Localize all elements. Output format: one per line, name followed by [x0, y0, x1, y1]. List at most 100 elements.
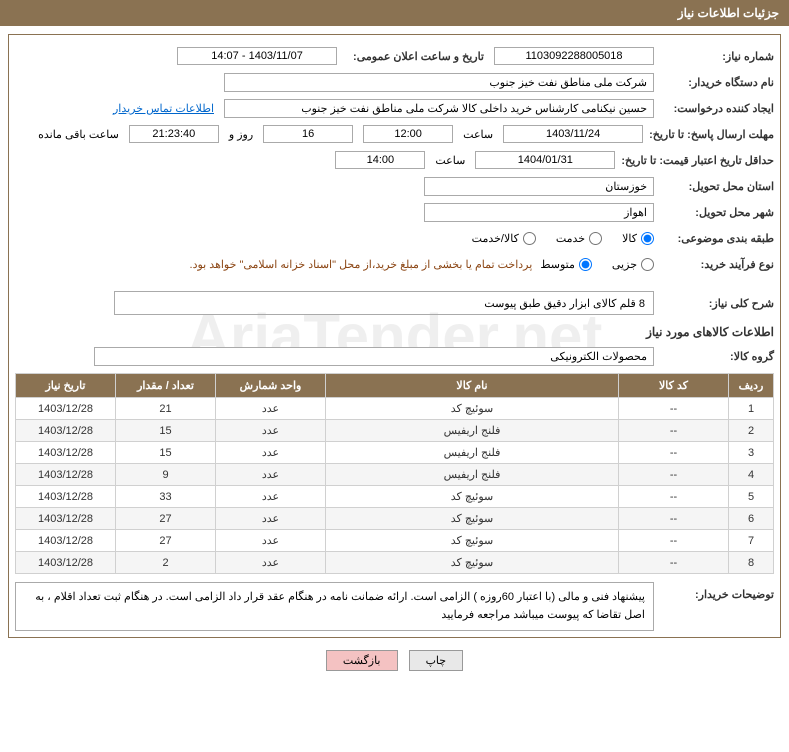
announce-label: تاریخ و ساعت اعلان عمومی:: [347, 50, 484, 63]
category-label: طبقه بندی موضوعی:: [654, 232, 774, 245]
radio-service-wrap[interactable]: خدمت: [556, 232, 602, 245]
time-word-1: ساعت: [463, 128, 493, 141]
group-value: محصولات الکترونیکی: [94, 347, 654, 366]
cell-unit: عدد: [216, 442, 326, 464]
cell-name: سوئیچ کد: [326, 398, 619, 420]
radio-both-label: کالا/خدمت: [472, 232, 519, 245]
table-row: 3--فلنج اریفیسعدد151403/12/28: [16, 442, 774, 464]
th-qty: تعداد / مقدار: [116, 374, 216, 398]
validity-time: 14:00: [335, 151, 425, 169]
items-header-row: ردیف کد کالا نام کالا واحد شمارش تعداد /…: [16, 374, 774, 398]
cell-unit: عدد: [216, 530, 326, 552]
row-deadline: مهلت ارسال پاسخ: تا تاریخ: 1403/11/24 سا…: [15, 123, 774, 145]
radio-small-label: جزیی: [612, 258, 637, 271]
button-row: چاپ بازگشت: [0, 650, 789, 671]
table-row: 4--فلنج اریفیسعدد91403/12/28: [16, 464, 774, 486]
cell-row: 3: [729, 442, 774, 464]
main-frame: AriaTender.net شماره نیاز: 1103092288005…: [8, 34, 781, 638]
cell-row: 4: [729, 464, 774, 486]
province-label: استان محل تحویل:: [654, 180, 774, 193]
radio-medium[interactable]: [579, 258, 592, 271]
cell-qty: 2: [116, 552, 216, 574]
radio-both[interactable]: [523, 232, 536, 245]
deadline-time: 12:00: [363, 125, 453, 143]
cell-unit: عدد: [216, 420, 326, 442]
cell-name: سوئیچ کد: [326, 530, 619, 552]
contact-link[interactable]: اطلاعات تماس خریدار: [113, 102, 214, 115]
radio-small[interactable]: [641, 258, 654, 271]
row-buyer-org: نام دستگاه خریدار: شرکت ملی مناطق نفت خی…: [15, 71, 774, 93]
radio-small-wrap[interactable]: جزیی: [612, 258, 654, 271]
row-group: گروه کالا: محصولات الکترونیکی: [15, 345, 774, 367]
cell-unit: عدد: [216, 398, 326, 420]
radio-service[interactable]: [589, 232, 602, 245]
buyer-notes-label: توضیحات خریدار:: [654, 582, 774, 601]
row-category: طبقه بندی موضوعی: کالا خدمت کالا/خدمت: [15, 227, 774, 249]
validity-label: حداقل تاریخ اعتبار قیمت: تا تاریخ:: [615, 154, 774, 167]
radio-both-wrap[interactable]: کالا/خدمت: [472, 232, 536, 245]
cell-qty: 15: [116, 420, 216, 442]
row-province: استان محل تحویل: خوزستان: [15, 175, 774, 197]
buyer-notes-value: پیشنهاد فنی و مالی (با اعتبار 60روزه ) ا…: [15, 582, 654, 631]
cell-code: --: [619, 530, 729, 552]
city-label: شهر محل تحویل:: [654, 206, 774, 219]
remain-days-unit: روز و: [229, 128, 253, 141]
announce-value: 1403/11/07 - 14:07: [177, 47, 337, 65]
table-row: 7--سوئیچ کدعدد271403/12/28: [16, 530, 774, 552]
table-row: 2--فلنج اریفیسعدد151403/12/28: [16, 420, 774, 442]
cell-name: فلنج اریفیس: [326, 464, 619, 486]
cell-qty: 15: [116, 442, 216, 464]
cell-date: 1403/12/28: [16, 508, 116, 530]
goods-section-title: اطلاعات کالاهای مورد نیاز: [15, 325, 774, 339]
th-row: ردیف: [729, 374, 774, 398]
cell-name: سوئیچ کد: [326, 508, 619, 530]
cell-row: 5: [729, 486, 774, 508]
cell-code: --: [619, 398, 729, 420]
cell-row: 6: [729, 508, 774, 530]
radio-goods-wrap[interactable]: کالا: [622, 232, 654, 245]
cell-qty: 27: [116, 508, 216, 530]
radio-goods-label: کالا: [622, 232, 637, 245]
cell-unit: عدد: [216, 552, 326, 574]
cell-code: --: [619, 508, 729, 530]
cell-qty: 21: [116, 398, 216, 420]
cell-code: --: [619, 486, 729, 508]
cell-unit: عدد: [216, 486, 326, 508]
cell-code: --: [619, 552, 729, 574]
cell-unit: عدد: [216, 508, 326, 530]
cell-qty: 33: [116, 486, 216, 508]
radio-medium-wrap[interactable]: متوسط: [540, 258, 592, 271]
row-summary: شرح کلی نیاز: 8 قلم کالای ابزار دقیق طبق…: [15, 291, 774, 315]
cell-row: 1: [729, 398, 774, 420]
category-radio-group: کالا خدمت کالا/خدمت: [472, 232, 654, 245]
validity-date: 1404/01/31: [475, 151, 615, 169]
buyer-org-label: نام دستگاه خریدار:: [654, 76, 774, 89]
process-radio-group: جزیی متوسط: [540, 258, 654, 271]
th-date: تاریخ نیاز: [16, 374, 116, 398]
deadline-date: 1403/11/24: [503, 125, 643, 143]
table-row: 1--سوئیچ کدعدد211403/12/28: [16, 398, 774, 420]
back-button[interactable]: بازگشت: [326, 650, 398, 671]
cell-date: 1403/12/28: [16, 530, 116, 552]
city-value: اهواز: [424, 203, 654, 222]
table-row: 6--سوئیچ کدعدد271403/12/28: [16, 508, 774, 530]
row-process: نوع فرآیند خرید: جزیی متوسط پرداخت تمام …: [15, 253, 774, 275]
requester-label: ایجاد کننده درخواست:: [654, 102, 774, 115]
cell-date: 1403/12/28: [16, 420, 116, 442]
cell-date: 1403/12/28: [16, 398, 116, 420]
cell-row: 7: [729, 530, 774, 552]
print-button[interactable]: چاپ: [409, 650, 464, 671]
cell-name: فلنج اریفیس: [326, 442, 619, 464]
items-table-wrap: ردیف کد کالا نام کالا واحد شمارش تعداد /…: [15, 373, 774, 574]
remain-time: 21:23:40: [129, 125, 219, 143]
row-need-no: شماره نیاز: 1103092288005018 تاریخ و ساع…: [15, 45, 774, 67]
time-word-2: ساعت: [435, 154, 465, 167]
process-label: نوع فرآیند خرید:: [654, 258, 774, 271]
radio-goods[interactable]: [641, 232, 654, 245]
row-requester: ایجاد کننده درخواست: حسین نیکنامی کارشنا…: [15, 97, 774, 119]
cell-row: 8: [729, 552, 774, 574]
cell-name: فلنج اریفیس: [326, 420, 619, 442]
cell-date: 1403/12/28: [16, 464, 116, 486]
cell-date: 1403/12/28: [16, 552, 116, 574]
items-table: ردیف کد کالا نام کالا واحد شمارش تعداد /…: [15, 373, 774, 574]
